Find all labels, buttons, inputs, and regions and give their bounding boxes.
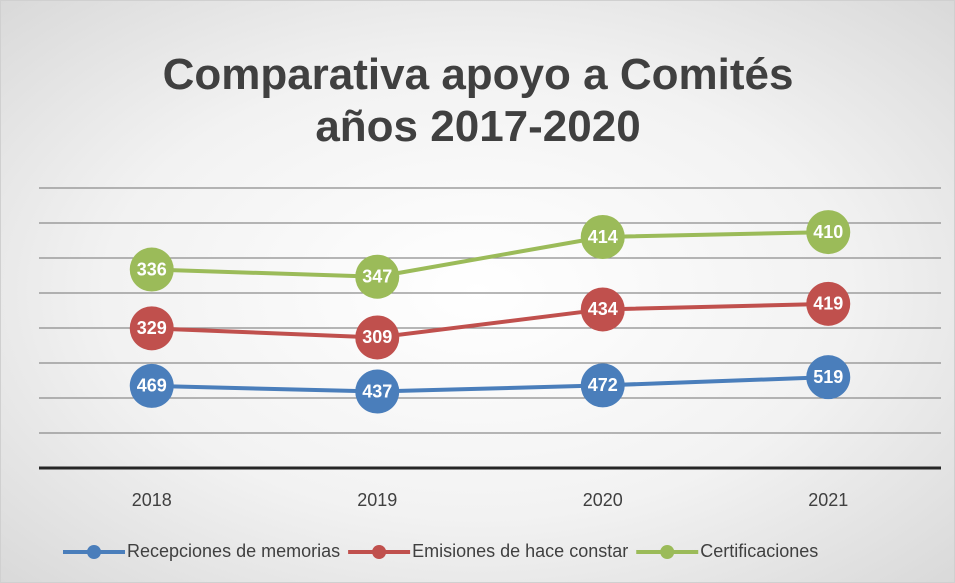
point: [129, 247, 174, 292]
data-label: 472: [588, 375, 618, 395]
data-label: 469: [137, 376, 167, 396]
point: [355, 254, 400, 299]
point: [355, 315, 400, 360]
data-label: 414: [588, 227, 618, 247]
x-tick-label: 2018: [132, 490, 172, 510]
x-tick-label: 2019: [357, 490, 397, 510]
point: [355, 369, 400, 414]
data-label: 329: [137, 318, 167, 338]
point: [580, 363, 625, 408]
point: [580, 287, 625, 332]
point: [806, 210, 851, 255]
point: [129, 306, 174, 351]
data-label: 309: [362, 327, 392, 347]
series-line: [151, 375, 829, 394]
point: [806, 281, 851, 326]
legend-label: Recepciones de memorias: [127, 541, 340, 561]
legend-marker: [87, 545, 101, 559]
legend-marker: [372, 545, 387, 559]
x-tick-label: 2020: [583, 490, 623, 510]
series-line: [151, 230, 829, 279]
data-label: 519: [813, 367, 843, 387]
point: [580, 215, 625, 259]
data-label: 437: [362, 381, 392, 401]
point: [129, 363, 174, 408]
legend-label: Emisiones de hace constar: [412, 541, 628, 561]
point: [806, 355, 851, 400]
data-label: 336: [137, 259, 167, 279]
data-label: 434: [588, 299, 618, 319]
legend-label: Certificaciones: [700, 541, 818, 561]
x-tick-label: 2021: [808, 490, 848, 510]
series-line: [151, 301, 829, 340]
data-label: 419: [813, 294, 843, 314]
data-label: 410: [813, 222, 843, 242]
chart-title: Comparativa apoyo a Comités años 2017-20…: [162, 50, 794, 151]
data-label: 347: [362, 266, 392, 286]
legend-marker: [660, 545, 675, 559]
